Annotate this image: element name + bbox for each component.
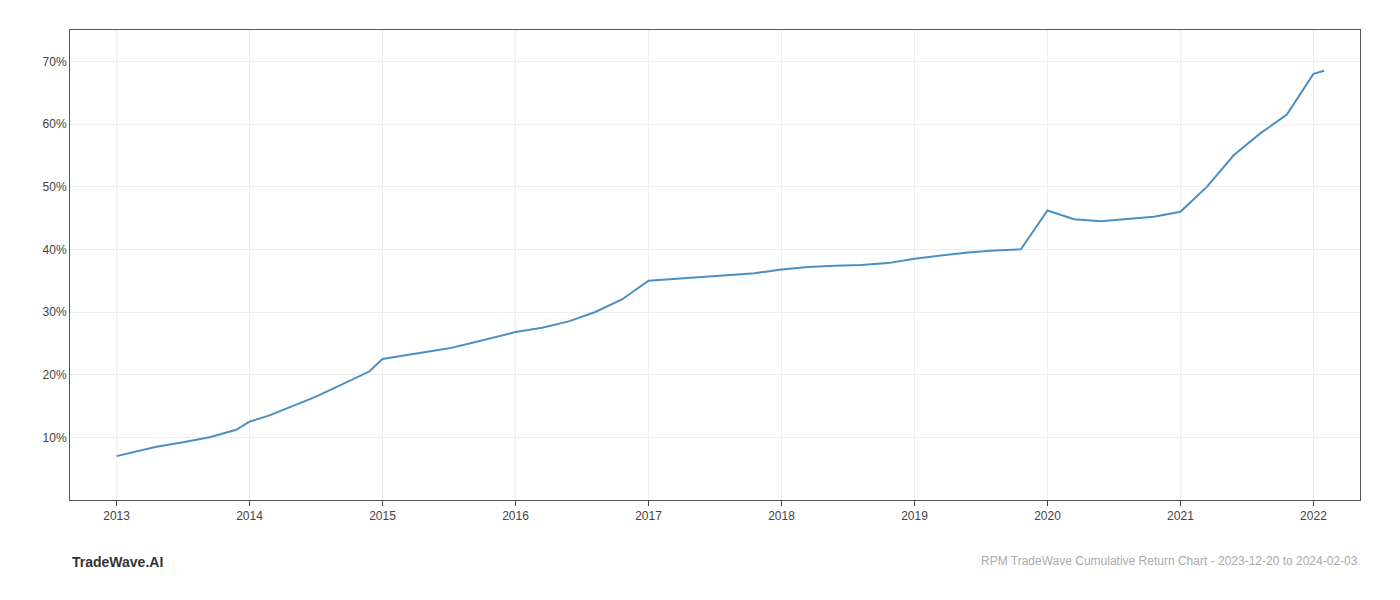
svg-text:2013: 2013 — [103, 509, 130, 523]
svg-text:70%: 70% — [43, 55, 67, 69]
svg-text:40%: 40% — [43, 243, 67, 257]
svg-text:2022: 2022 — [1300, 509, 1327, 523]
svg-text:30%: 30% — [43, 305, 67, 319]
svg-text:50%: 50% — [43, 180, 67, 194]
svg-text:10%: 10% — [43, 431, 67, 445]
svg-text:2015: 2015 — [369, 509, 396, 523]
svg-text:2019: 2019 — [901, 509, 928, 523]
svg-text:2016: 2016 — [502, 509, 529, 523]
svg-text:2020: 2020 — [1034, 509, 1061, 523]
svg-text:TradeWave.AI: TradeWave.AI — [72, 554, 163, 570]
svg-text:2017: 2017 — [635, 509, 662, 523]
svg-text:2021: 2021 — [1167, 509, 1194, 523]
svg-text:60%: 60% — [43, 117, 67, 131]
svg-text:20%: 20% — [43, 368, 67, 382]
svg-text:2018: 2018 — [768, 509, 795, 523]
svg-text:2014: 2014 — [236, 509, 263, 523]
svg-text:RPM TradeWave Cumulative Retur: RPM TradeWave Cumulative Return Chart - … — [981, 554, 1358, 568]
